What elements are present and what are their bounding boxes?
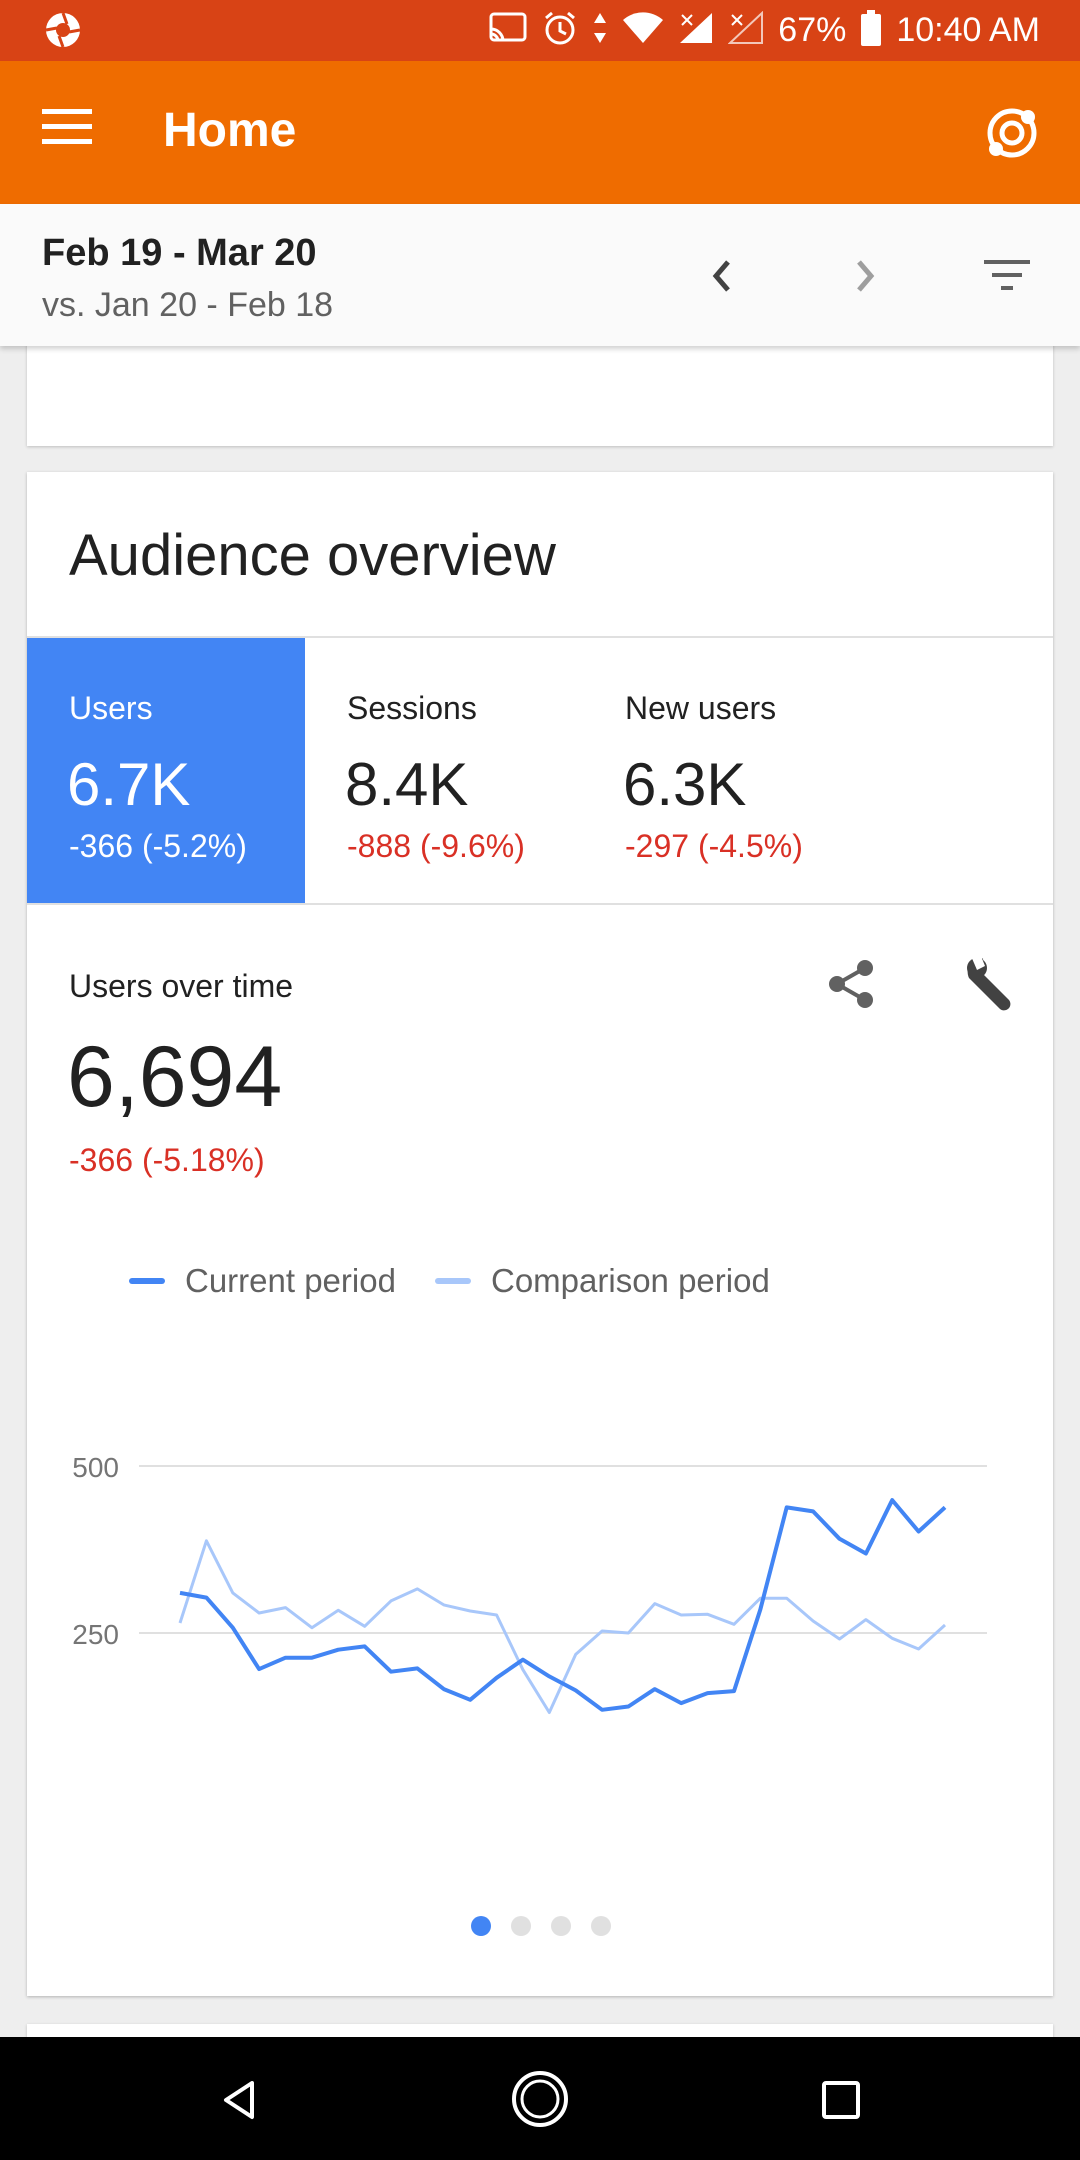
signal-icon xyxy=(678,11,714,50)
metric-value: 6.3K xyxy=(623,751,747,818)
comparison-range: vs. Jan 20 - Feb 18 xyxy=(42,286,334,324)
recents-icon[interactable] xyxy=(820,2079,862,2121)
users-total: 6,694 xyxy=(67,1029,283,1125)
users-line-chart: 0250500Feb 24Mar 31017 xyxy=(72,1452,987,1714)
tab-sessions[interactable]: Sessions 8.4K -888 (-9.6%) xyxy=(305,638,583,903)
wifi-icon xyxy=(622,11,664,50)
audience-overview-card: Audience overview Users 6.7K -366 (-5.2%… xyxy=(27,472,1053,1996)
home-icon[interactable] xyxy=(510,2069,570,2129)
legend-label: Comparison period xyxy=(491,1262,770,1299)
series-line-comparison xyxy=(178,1539,947,1714)
series-line-current xyxy=(179,1498,947,1712)
page-dot[interactable] xyxy=(511,1916,531,1936)
metric-label: Users xyxy=(69,690,153,726)
clock: 10:40 AM xyxy=(896,11,1040,49)
wrench-icon[interactable] xyxy=(959,952,1023,1016)
chevron-left-icon[interactable] xyxy=(700,252,744,300)
back-icon[interactable] xyxy=(216,2075,266,2125)
chevron-right-icon[interactable] xyxy=(843,252,887,300)
app-bar: Home xyxy=(0,61,1080,204)
date-range[interactable]: Feb 19 - Mar 20 xyxy=(42,232,317,274)
data-transfer-icon xyxy=(592,11,608,50)
metric-delta: -297 (-4.5%) xyxy=(625,828,803,864)
menu-icon[interactable] xyxy=(42,109,98,155)
metric-delta: -366 (-5.2%) xyxy=(69,828,247,864)
battery-percent: 67% xyxy=(778,11,847,49)
page-title: Home xyxy=(163,104,297,157)
page-dot[interactable] xyxy=(551,1916,571,1936)
tab-new-users[interactable]: New users 6.3K -297 (-4.5%) xyxy=(583,638,861,903)
metric-tabs: Users 6.7K -366 (-5.2%) Sessions 8.4K -8… xyxy=(27,636,1053,905)
metric-label: Sessions xyxy=(347,690,477,726)
card-title: Audience overview xyxy=(69,523,556,588)
chart-title: Users over time xyxy=(69,968,294,1004)
date-range-bar: Feb 19 - Mar 20 vs. Jan 20 - Feb 18 xyxy=(0,204,1080,346)
legend-swatch-current xyxy=(129,1278,165,1284)
page-dot[interactable] xyxy=(591,1916,611,1936)
metric-value: 8.4K xyxy=(345,751,469,818)
cast-icon xyxy=(488,11,528,50)
tab-users[interactable]: Users 6.7K -366 (-5.2%) xyxy=(27,638,305,903)
signal-secondary-icon xyxy=(727,10,764,50)
account-sync-icon[interactable] xyxy=(982,103,1042,163)
camera-aperture-icon xyxy=(44,11,82,54)
filter-icon[interactable] xyxy=(982,254,1032,298)
system-nav-bar xyxy=(0,2037,1080,2160)
metric-label: New users xyxy=(625,690,777,726)
page-dot[interactable] xyxy=(471,1916,491,1936)
legend-label: Current period xyxy=(185,1262,396,1299)
page-indicator xyxy=(471,1916,611,1936)
battery-icon xyxy=(860,9,882,52)
y-tick-label: 250 xyxy=(72,1619,119,1650)
legend-current: Current period xyxy=(129,1262,396,1300)
y-tick-label: 500 xyxy=(72,1452,119,1483)
metric-value: 6.7K xyxy=(67,751,191,818)
alarm-icon xyxy=(542,10,578,51)
metric-delta: -888 (-9.6%) xyxy=(347,828,525,864)
users-delta: -366 (-5.18%) xyxy=(69,1142,265,1178)
share-icon[interactable] xyxy=(821,954,881,1014)
status-bar: 67% 10:40 AM xyxy=(0,0,1080,61)
legend-swatch-comparison xyxy=(435,1278,471,1284)
legend-comparison: Comparison period xyxy=(435,1262,770,1300)
